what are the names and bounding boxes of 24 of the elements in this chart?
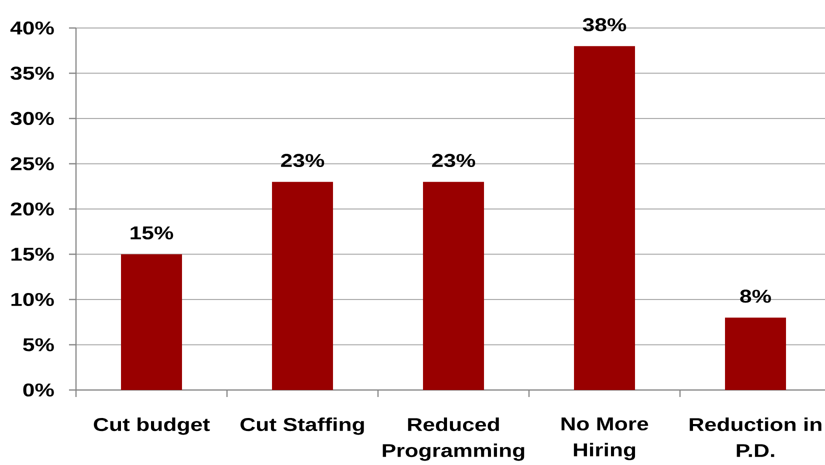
data-label: 23%	[281, 154, 324, 168]
y-tick-label: 25%	[10, 157, 54, 170]
data-label: 38%	[582, 18, 626, 32]
y-tick-label: 5%	[23, 338, 54, 352]
y-tick-label: 15%	[11, 248, 54, 261]
bar	[121, 254, 182, 390]
y-tick-label: 20%	[10, 202, 54, 216]
data-label: 8%	[740, 290, 771, 303]
data-label: 23%	[432, 154, 476, 168]
y-tick-label: 30%	[10, 112, 54, 126]
x-tick-label: Cut Staffing	[240, 418, 364, 435]
x-tick-label: No More Hiring	[562, 418, 648, 460]
bar	[725, 318, 786, 390]
y-tick-label: 10%	[11, 292, 54, 306]
y-tick-label: 40%	[10, 21, 54, 35]
bar	[423, 182, 484, 390]
x-tick-label: Reduction in P.D.	[690, 418, 822, 457]
bar	[272, 182, 334, 390]
x-tick-label: Cut budget	[94, 418, 210, 435]
y-tick-label: 35%	[10, 66, 54, 80]
x-tick-label: Reduced Programming	[382, 418, 524, 461]
data-label: 15%	[130, 226, 174, 240]
bar	[574, 46, 636, 390]
y-tick-label: 0%	[23, 383, 54, 397]
